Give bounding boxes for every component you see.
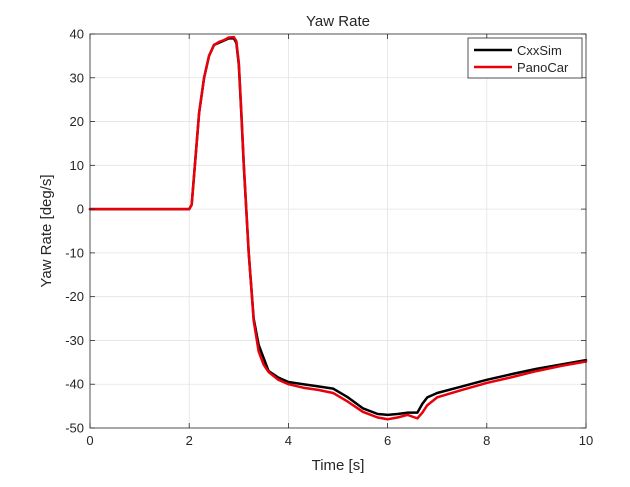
chart-title: Yaw Rate — [306, 13, 370, 30]
y-tick-label: 40 — [70, 27, 84, 42]
legend-label-cxxsim: CxxSim — [517, 43, 562, 58]
x-tick-label: 0 — [86, 433, 93, 448]
x-tick-label: 4 — [285, 433, 292, 448]
axis-ticks — [89, 33, 587, 429]
tick-labels: 0 2 4 6 8 10 40 30 20 10 0 -10 -20 -30 -40 -50 — [65, 27, 593, 449]
x-axis-label: Time [s] — [312, 457, 365, 474]
y-tick-label: 10 — [70, 158, 84, 173]
x-tick-label: 2 — [186, 433, 193, 448]
y-tick-label: -40 — [65, 377, 84, 392]
plot-area — [90, 34, 586, 428]
x-tick-label: 8 — [483, 433, 490, 448]
y-tick-label: -20 — [65, 289, 84, 304]
x-tick-label: 10 — [579, 433, 593, 448]
legend: CxxSim PanoCar — [467, 37, 583, 79]
series-line-panocar — [88, 35, 588, 421]
legend-label-panocar: PanoCar — [517, 60, 569, 75]
x-tick-label: 6 — [384, 433, 391, 448]
y-tick-label: 0 — [77, 202, 84, 217]
y-tick-label: -10 — [65, 245, 84, 260]
data-series — [88, 35, 588, 421]
y-axis-label: Yaw Rate [deg/s] — [38, 174, 55, 287]
plot-frame — [89, 33, 587, 429]
y-tick-label: 30 — [70, 70, 84, 85]
y-tick-label: 20 — [70, 114, 84, 129]
y-tick-label: -30 — [65, 333, 84, 348]
legend-box — [467, 37, 583, 79]
y-tick-label: -50 — [65, 421, 84, 436]
